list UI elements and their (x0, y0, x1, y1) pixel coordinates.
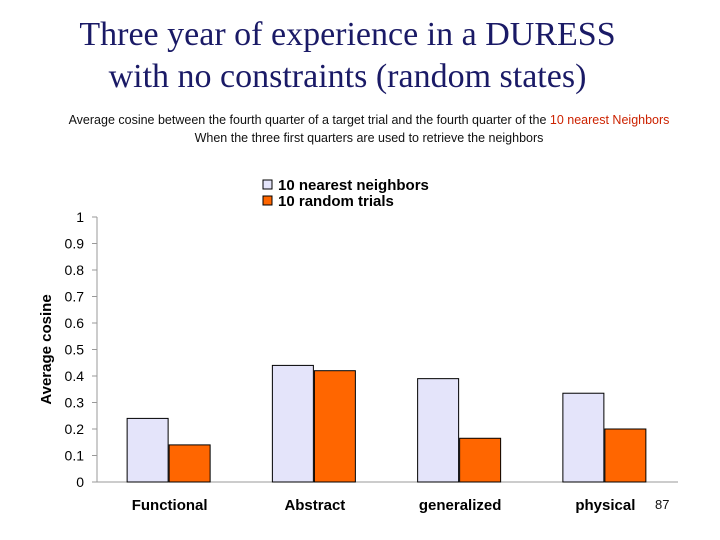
y-tick-label: 0.6 (65, 315, 85, 331)
bar-random-generalized (459, 437, 502, 483)
x-tick-label: Abstract (284, 497, 345, 514)
y-axis-label: Average cosine (38, 294, 55, 404)
legend-swatch (262, 179, 273, 190)
title-line-2: with no constraints (random states) (108, 58, 587, 95)
y-tick-label: 0.2 (65, 421, 85, 437)
bar-nearest-abstract (271, 364, 314, 483)
y-tick-label: 0.5 (65, 342, 85, 358)
bar-random-physical (604, 428, 647, 483)
legend-swatch (262, 195, 273, 206)
description-line-2: When the three first quarters are used t… (194, 131, 544, 145)
y-tick-label: 0.9 (65, 236, 85, 252)
description-text: Average cosine between the fourth quarte… (68, 113, 550, 127)
page-number: 87 (655, 497, 670, 512)
y-tick-label: 0 (76, 474, 84, 490)
y-tick-label: 0.8 (65, 262, 85, 278)
bar-nearest-physical (562, 392, 605, 483)
y-tick-label: 0.7 (65, 289, 85, 305)
description-line-1: Average cosine between the fourth quarte… (0, 111, 720, 129)
description-highlight: 10 nearest Neighbors (549, 113, 670, 127)
x-tick-label: Functional (132, 497, 208, 514)
y-tick-label: 0.4 (65, 368, 85, 384)
x-tick-label: generalized (419, 497, 502, 514)
y-tick-label: 0.3 (65, 395, 85, 411)
bar-nearest-generalized (417, 378, 460, 483)
y-tick-label: 0.1 (65, 448, 85, 464)
x-tick-label: physical (575, 497, 635, 514)
legend-label: 10 nearest neighbors (278, 177, 429, 194)
chart-description: Average cosine between the fourth quarte… (0, 111, 720, 147)
slide-title: Three year of experience in a DURESS wit… (0, 14, 695, 98)
title-line-1: Three year of experience in a DURESS (79, 16, 616, 53)
y-tick-label: 1 (76, 209, 84, 225)
bar-nearest-functional (126, 417, 169, 483)
legend-label: 10 random trials (278, 193, 394, 210)
bar-random-functional (168, 444, 211, 483)
bar-random-abstract (313, 370, 356, 483)
